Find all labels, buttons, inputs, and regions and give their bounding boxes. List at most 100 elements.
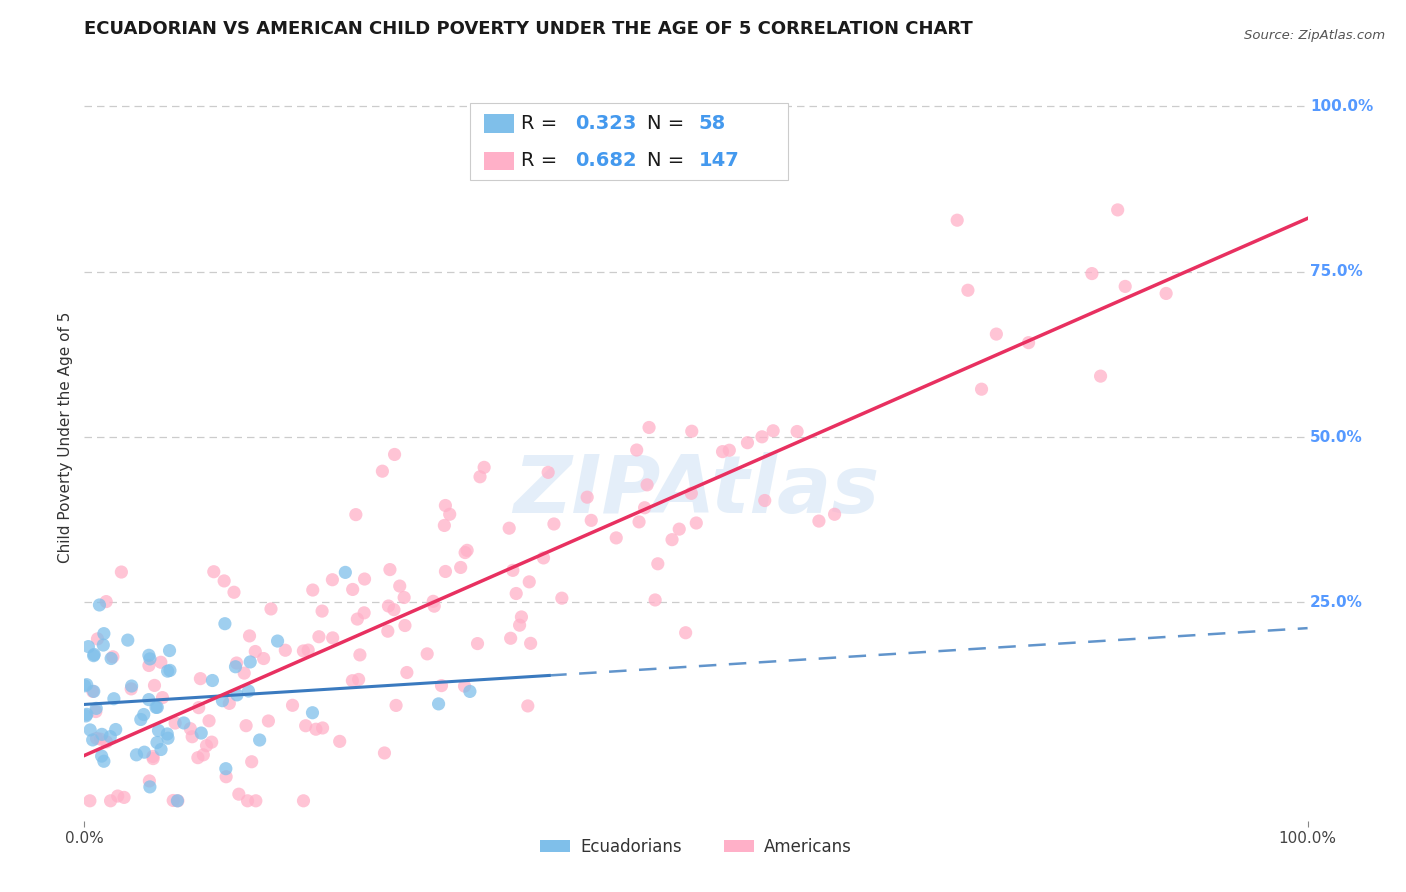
Americans (193, 747, 215, 762)
Americans (681, 424, 703, 438)
Americans (100, 794, 122, 808)
Ecuadorians (148, 723, 170, 738)
Ecuadorians (76, 707, 98, 722)
Americans (201, 735, 224, 749)
Americans (502, 563, 524, 577)
Ecuadorians (100, 651, 122, 665)
Americans (382, 603, 405, 617)
Americans (718, 443, 741, 458)
Americans (385, 698, 408, 713)
Text: 0.682: 0.682 (575, 152, 637, 170)
Ecuadorians (79, 723, 101, 737)
Americans (1090, 369, 1112, 384)
Americans (86, 731, 108, 746)
Americans (162, 793, 184, 807)
Americans (112, 790, 135, 805)
Ecuadorians (83, 648, 105, 663)
Americans (807, 514, 830, 528)
Americans (190, 672, 212, 686)
FancyBboxPatch shape (470, 103, 787, 180)
Ecuadorians (150, 742, 173, 756)
Americans (472, 460, 495, 475)
Ecuadorians (98, 730, 121, 744)
Americans (342, 673, 364, 688)
Ecuadorians (458, 684, 481, 698)
Text: Source: ZipAtlas.com: Source: ZipAtlas.com (1244, 29, 1385, 42)
Americans (346, 612, 368, 626)
Americans (96, 594, 118, 608)
Americans (1081, 267, 1104, 281)
Americans (384, 447, 406, 461)
Americans (342, 582, 364, 597)
Ecuadorians (91, 638, 114, 652)
Bar (484, 114, 513, 133)
Americans (533, 550, 555, 565)
Ecuadorians (76, 678, 98, 692)
Y-axis label: Child Poverty Under the Age of 5: Child Poverty Under the Age of 5 (58, 311, 73, 563)
Ecuadorians (201, 673, 224, 688)
Americans (179, 722, 201, 736)
Americans (1018, 335, 1040, 350)
Americans (371, 464, 394, 478)
Americans (711, 444, 734, 458)
Americans (245, 794, 267, 808)
Text: 58: 58 (699, 114, 725, 133)
Americans (236, 794, 259, 808)
Americans (79, 794, 101, 808)
Americans (762, 424, 785, 438)
Americans (454, 545, 477, 559)
Ecuadorians (121, 679, 143, 693)
Americans (322, 631, 344, 645)
Ecuadorians (335, 566, 357, 580)
Ecuadorians (146, 735, 169, 749)
Americans (344, 508, 367, 522)
Americans (644, 593, 666, 607)
Americans (986, 327, 1008, 342)
Americans (202, 565, 225, 579)
Text: 50.0%: 50.0% (1310, 430, 1362, 444)
Ecuadorians (190, 726, 212, 740)
Ecuadorians (139, 780, 162, 794)
Ecuadorians (89, 598, 111, 612)
Americans (956, 283, 979, 297)
Americans (235, 719, 257, 733)
Americans (329, 734, 352, 748)
Ecuadorians (214, 616, 236, 631)
Americans (516, 698, 538, 713)
Americans (257, 714, 280, 728)
Text: R =: R = (522, 152, 564, 170)
Ecuadorians (82, 733, 104, 747)
Americans (245, 644, 267, 658)
Americans (195, 739, 218, 753)
Americans (1154, 286, 1177, 301)
Americans (754, 493, 776, 508)
Americans (661, 533, 683, 547)
Americans (138, 658, 160, 673)
Ecuadorians (173, 715, 195, 730)
Americans (439, 508, 461, 522)
Americans (292, 794, 315, 808)
Americans (537, 466, 560, 480)
Americans (581, 513, 603, 527)
Ecuadorians (83, 684, 105, 698)
Americans (668, 522, 690, 536)
Americans (181, 730, 204, 744)
Americans (292, 644, 315, 658)
Americans (1114, 279, 1136, 293)
Ecuadorians (211, 694, 233, 708)
Americans (543, 516, 565, 531)
Ecuadorians (159, 664, 181, 678)
Americans (215, 770, 238, 784)
Americans (467, 637, 489, 651)
Americans (453, 679, 475, 693)
Americans (305, 723, 328, 737)
Ecuadorians (77, 640, 100, 654)
Americans (86, 632, 108, 646)
Bar (484, 152, 513, 170)
Americans (685, 516, 707, 530)
Americans (187, 700, 209, 714)
Americans (353, 606, 375, 620)
Americans (970, 382, 993, 396)
Americans (187, 750, 209, 764)
Ecuadorians (104, 723, 127, 737)
